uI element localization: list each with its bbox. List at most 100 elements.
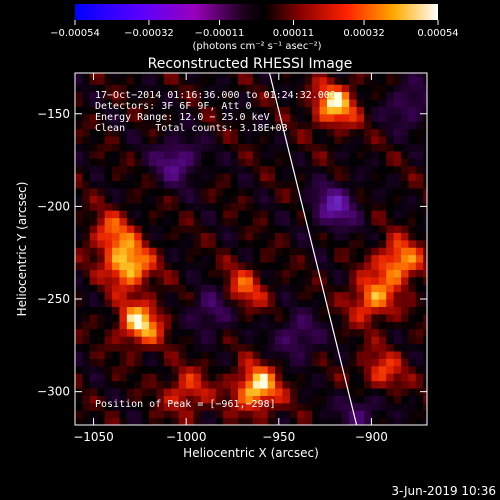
heatmap-cell bbox=[364, 387, 373, 396]
heatmap-cell bbox=[267, 91, 276, 100]
heatmap-cell bbox=[75, 276, 84, 285]
heatmap-cell bbox=[393, 239, 402, 248]
heatmap-cell bbox=[208, 313, 217, 322]
heatmap-cell bbox=[386, 276, 395, 285]
heatmap-cell bbox=[223, 165, 232, 174]
heatmap-cell bbox=[267, 232, 276, 241]
heatmap-cell bbox=[275, 98, 284, 107]
heatmap-cell bbox=[230, 306, 239, 315]
heatmap-cell bbox=[193, 239, 202, 248]
heatmap-cell bbox=[304, 158, 313, 167]
heatmap-cell bbox=[364, 343, 373, 352]
heatmap-cell bbox=[156, 247, 165, 256]
heatmap-cell bbox=[408, 232, 417, 241]
heatmap-cell bbox=[297, 143, 306, 152]
heatmap-cell bbox=[386, 313, 395, 322]
heatmap-cell bbox=[349, 350, 358, 359]
heatmap-cell bbox=[267, 417, 276, 425]
heatmap-cell bbox=[238, 217, 247, 226]
heatmap-cell bbox=[275, 247, 284, 256]
heatmap-cell bbox=[126, 343, 135, 352]
heatmap-cell bbox=[393, 187, 402, 196]
heatmap-cell bbox=[275, 313, 284, 322]
heatmap-cell bbox=[267, 373, 276, 382]
heatmap-cell bbox=[341, 350, 350, 359]
heatmap-cell bbox=[386, 269, 395, 278]
heatmap-cell bbox=[401, 135, 410, 144]
heatmap-cell bbox=[104, 217, 113, 226]
heatmap-cell bbox=[297, 402, 306, 411]
heatmap-cell bbox=[215, 150, 224, 159]
heatmap-cell bbox=[112, 328, 121, 337]
heatmap-cell bbox=[193, 247, 202, 256]
heatmap-cell bbox=[119, 306, 128, 315]
heatmap-cell bbox=[112, 210, 121, 219]
heatmap-cell bbox=[223, 180, 232, 189]
heatmap-cell bbox=[393, 128, 402, 137]
heatmap-cell bbox=[97, 135, 106, 144]
heatmap-cell bbox=[356, 232, 365, 241]
heatmap-cell bbox=[267, 73, 276, 78]
heatmap-cell bbox=[386, 106, 395, 115]
heatmap-cell bbox=[326, 291, 335, 300]
heatmap-cell bbox=[134, 365, 143, 374]
heatmap-cell bbox=[215, 410, 224, 419]
heatmap-cell bbox=[371, 261, 380, 270]
heatmap-cell bbox=[215, 91, 224, 100]
heatmap-cell bbox=[193, 380, 202, 389]
heatmap-cell bbox=[215, 187, 224, 196]
heatmap-cell bbox=[163, 73, 172, 78]
heatmap-cell bbox=[364, 106, 373, 115]
heatmap-cell bbox=[393, 195, 402, 204]
heatmap-cell bbox=[208, 387, 217, 396]
heatmap-cell bbox=[230, 387, 239, 396]
heatmap-cell bbox=[341, 195, 350, 204]
heatmap-cell bbox=[238, 299, 247, 308]
heatmap-cell bbox=[393, 180, 402, 189]
heatmap-cell bbox=[319, 73, 328, 78]
heatmap-cell bbox=[163, 224, 172, 233]
heatmap-cell bbox=[267, 350, 276, 359]
heatmap-cell bbox=[423, 239, 427, 248]
heatmap-cell bbox=[341, 395, 350, 404]
heatmap-cell bbox=[223, 254, 232, 263]
heatmap-cell bbox=[238, 232, 247, 241]
heatmap-cell bbox=[97, 84, 106, 93]
heatmap-cell bbox=[75, 239, 84, 248]
heatmap-cell bbox=[149, 195, 158, 204]
heatmap-cell bbox=[89, 143, 98, 152]
heatmap-cell bbox=[386, 239, 395, 248]
heatmap-cell bbox=[163, 98, 172, 107]
heatmap-cell bbox=[393, 158, 402, 167]
heatmap-cell bbox=[386, 158, 395, 167]
heatmap-cell bbox=[282, 321, 291, 330]
heatmap-cell bbox=[349, 202, 358, 211]
heatmap-cell bbox=[126, 284, 135, 293]
heatmap-cell bbox=[75, 158, 84, 167]
heatmap-cell bbox=[171, 180, 180, 189]
heatmap-cell bbox=[393, 73, 402, 78]
heatmap-cell bbox=[386, 299, 395, 308]
heatmap-cell bbox=[312, 173, 321, 182]
heatmap-cell bbox=[200, 195, 209, 204]
heatmap-cell bbox=[75, 210, 84, 219]
heatmap-cell bbox=[200, 321, 209, 330]
heatmap-cell bbox=[260, 135, 269, 144]
heatmap-cell bbox=[178, 373, 187, 382]
heatmap-cell bbox=[238, 73, 247, 78]
heatmap-cell bbox=[193, 321, 202, 330]
heatmap-cell bbox=[364, 210, 373, 219]
heatmap-cell bbox=[141, 217, 150, 226]
heatmap-cell bbox=[208, 395, 217, 404]
heatmap-cell bbox=[208, 410, 217, 419]
colorbar-tick-label: −0.00032 bbox=[124, 28, 174, 39]
heatmap-cell bbox=[238, 410, 247, 419]
heatmap-cell bbox=[134, 224, 143, 233]
heatmap-cell bbox=[312, 380, 321, 389]
heatmap-cell bbox=[230, 76, 239, 85]
heatmap-cell bbox=[223, 150, 232, 159]
heatmap-cell bbox=[334, 121, 343, 130]
heatmap-cell bbox=[393, 224, 402, 233]
heatmap-cell bbox=[356, 202, 365, 211]
heatmap-cell bbox=[349, 291, 358, 300]
